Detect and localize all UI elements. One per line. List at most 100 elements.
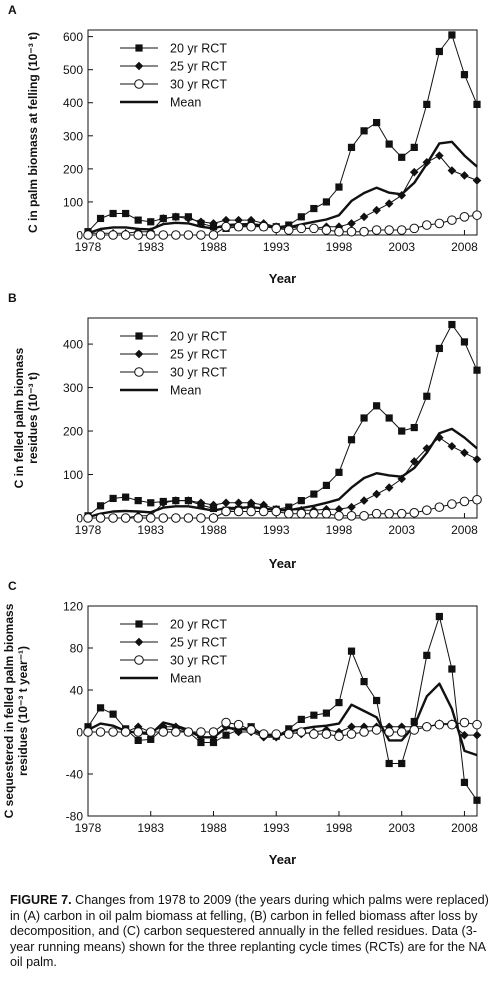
- legend-marker: [134, 367, 144, 377]
- data-point: [133, 722, 143, 732]
- x-tick-label: 2003: [388, 523, 415, 537]
- chart-legend: 20 yr RCT 25 yr RCT 30 yr RCT Mean: [120, 618, 227, 686]
- data-point: [335, 468, 343, 476]
- data-point: [183, 230, 194, 240]
- data-point: [347, 143, 356, 151]
- x-tick-label: 1988: [200, 523, 227, 537]
- x-tick-label: 2003: [388, 240, 415, 254]
- data-point: [122, 209, 130, 218]
- data-point: [422, 220, 432, 230]
- data-point: [434, 719, 445, 730]
- data-point: [184, 496, 193, 505]
- data-point: [310, 711, 318, 719]
- data-point: [196, 513, 206, 523]
- data-point: [196, 230, 206, 240]
- data-point: [422, 505, 432, 515]
- data-point: [221, 717, 231, 728]
- y-axis-label-line: C sequestered in felled palm biomass: [2, 603, 16, 818]
- data-point: [184, 214, 193, 223]
- data-point: [459, 717, 470, 728]
- data-point: [197, 738, 205, 747]
- legend-marker: [134, 61, 144, 71]
- data-point: [221, 506, 231, 517]
- data-point: [334, 505, 344, 514]
- data-point: [258, 506, 269, 517]
- data-point: [359, 727, 369, 737]
- data-point: [258, 221, 269, 232]
- y-tick-label: 40: [70, 684, 84, 698]
- data-point: [83, 727, 93, 737]
- data-point: [396, 727, 407, 737]
- data-point: [171, 727, 181, 737]
- data-point: [335, 699, 343, 707]
- y-tick-label: -80: [66, 810, 84, 824]
- chart-panel-a: A 0 100 200 300 400 500 600 1978 1983 1988 1993 1998…: [8, 3, 482, 286]
- data-point: [410, 423, 418, 432]
- data-point: [109, 209, 117, 218]
- chart-panel-b: B 0 100 200 300 400 1978 1983 1988 1993 1998 2003 20…: [8, 291, 482, 571]
- data-point: [233, 719, 244, 730]
- data-point: [133, 727, 143, 737]
- data-point: [347, 722, 356, 732]
- data-point: [283, 225, 294, 235]
- y-tick-label: 0: [76, 512, 83, 526]
- y-tick-label: 100: [63, 195, 83, 209]
- data-point: [460, 171, 469, 180]
- data-point: [423, 651, 431, 659]
- data-point: [171, 722, 181, 732]
- legend-marker: [134, 637, 144, 647]
- data-point: [384, 225, 394, 235]
- x-tick-label: 1978: [75, 523, 102, 537]
- data-point: [422, 721, 432, 732]
- data-point: [460, 778, 469, 786]
- data-point: [347, 436, 356, 444]
- data-point: [359, 212, 369, 222]
- data-point: [473, 796, 481, 804]
- data-point: [321, 729, 332, 739]
- data-point: [422, 157, 432, 167]
- data-point: [384, 483, 394, 492]
- legend-label: 30 yr RCT: [170, 366, 227, 380]
- data-point: [434, 502, 445, 512]
- data-point: [459, 212, 470, 222]
- y-tick-label: 80: [70, 642, 84, 656]
- data-point: [133, 513, 143, 523]
- data-point: [147, 499, 155, 507]
- y-tick-label: 200: [63, 425, 83, 439]
- x-tick-label: 2008: [451, 240, 478, 254]
- data-point: [209, 219, 218, 228]
- data-point: [158, 230, 169, 240]
- data-point: [409, 223, 420, 234]
- data-point: [398, 427, 406, 435]
- figure-caption: FIGURE 7. Changes from 1978 to 2009 (the…: [10, 893, 496, 971]
- data-point: [459, 496, 470, 507]
- data-point: [271, 223, 282, 234]
- data-point: [108, 230, 118, 240]
- data-point: [246, 498, 256, 508]
- data-point: [147, 218, 155, 226]
- data-point: [171, 496, 181, 505]
- y-tick-label: 100: [63, 468, 83, 482]
- x-tick-label: 1993: [263, 821, 290, 835]
- x-axis-label: Year: [269, 556, 296, 571]
- data-point: [171, 513, 181, 523]
- data-point: [209, 738, 218, 747]
- data-point: [296, 223, 307, 234]
- data-point: [196, 498, 206, 508]
- x-tick-label: 1978: [75, 240, 102, 254]
- data-point: [259, 500, 268, 510]
- data-point: [222, 731, 230, 739]
- data-point: [158, 214, 168, 223]
- data-point: [246, 221, 256, 232]
- data-point: [385, 759, 393, 768]
- data-point: [346, 729, 357, 739]
- data-point: [371, 508, 382, 519]
- legend-label: Mean: [170, 384, 201, 398]
- data-point: [384, 199, 394, 208]
- series-line-20-yr-rct: [87, 34, 478, 233]
- data-point: [297, 213, 305, 221]
- data-point: [145, 727, 156, 737]
- legend-label: 20 yr RCT: [170, 330, 227, 344]
- data-point: [145, 230, 156, 240]
- data-point: [334, 731, 344, 742]
